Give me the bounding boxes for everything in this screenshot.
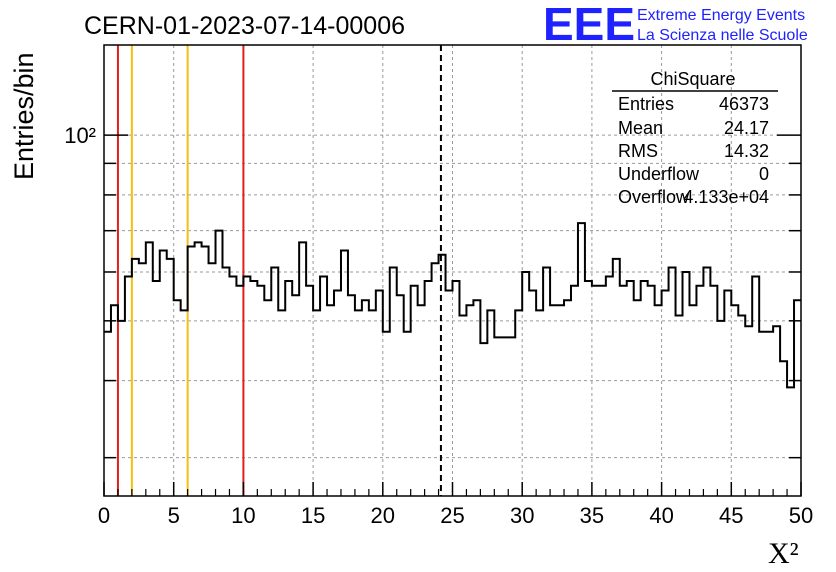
x-tick-label: 15 (301, 503, 325, 528)
eee-logo: EEE (543, 0, 635, 50)
x-tick-label: 50 (789, 503, 813, 528)
stats-rms-label: RMS (618, 141, 658, 161)
stats-overflow-label: Overflow (618, 187, 690, 207)
histogram-series (104, 222, 801, 389)
chart-title: CERN-01-2023-07-14-00006 (84, 12, 405, 40)
stats-name: ChiSquare (650, 69, 735, 89)
stats-underflow-value: 0 (759, 164, 769, 184)
stats-rms-value: 14.32 (724, 141, 769, 161)
stats-underflow-label: Underflow (618, 164, 700, 184)
x-axis-label: X² (768, 537, 799, 570)
stats-entries-value: 46373 (719, 94, 769, 114)
grid-lines (104, 45, 801, 496)
stats-box: ChiSquare Entries 46373 Mean 24.17 RMS 1… (612, 69, 778, 207)
stats-mean-value: 24.17 (724, 118, 769, 138)
axis-ticks: 0 5 10 15 20 25 30 35 40 45 50 10² (64, 123, 813, 528)
x-tick-label: 25 (440, 503, 464, 528)
x-tick-label: 20 (371, 503, 395, 528)
x-tick-label: 45 (719, 503, 743, 528)
stats-entries-label: Entries (618, 94, 674, 114)
x-tick-label: 30 (510, 503, 534, 528)
stats-overflow-value: 4.133e+04 (683, 187, 769, 207)
marker-lines (116, 45, 442, 496)
x-tick-label: 5 (168, 503, 180, 528)
stats-mean-label: Mean (618, 118, 663, 138)
x-tick-label: 0 (98, 503, 110, 528)
x-tick-label: 40 (649, 503, 673, 528)
logo-line2: La Scienza nelle Scuole (637, 27, 808, 44)
x-tick-label: 35 (580, 503, 604, 528)
logo-line1: Extreme Energy Events (637, 7, 805, 24)
y-tick-label: 10² (64, 123, 96, 148)
x-tick-label: 10 (231, 503, 255, 528)
y-axis-label: Entries/bin (9, 52, 39, 180)
